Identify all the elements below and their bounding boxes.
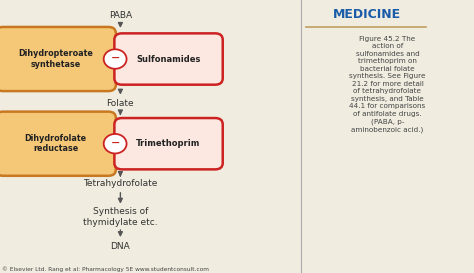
Text: PABA: PABA [109,11,132,20]
Text: © Elsevier Ltd. Rang et al: Pharmacology 5E www.studentconsult.com: © Elsevier Ltd. Rang et al: Pharmacology… [2,266,210,272]
Text: Folate: Folate [107,99,134,108]
FancyBboxPatch shape [0,27,116,91]
Text: DNA: DNA [110,242,130,251]
Text: Trimethoprim: Trimethoprim [137,139,201,148]
FancyBboxPatch shape [0,112,116,176]
FancyBboxPatch shape [114,118,223,169]
Circle shape [104,134,127,153]
Text: −: − [110,53,120,63]
FancyBboxPatch shape [114,33,223,85]
Text: Synthesis of
thymidylate etc.: Synthesis of thymidylate etc. [83,207,158,227]
Text: Dihydropteroate
synthetase: Dihydropteroate synthetase [18,49,93,69]
Circle shape [104,49,127,69]
Text: Dihydrofolate
reductase: Dihydrofolate reductase [25,134,87,153]
Text: MEDICINE: MEDICINE [333,8,401,21]
Text: Sulfonamides: Sulfonamides [137,55,201,64]
Text: −: − [110,137,120,147]
Text: Figure 45.2 The
action of
sulfonamides and
trimethoprim on
bacterial folate
synt: Figure 45.2 The action of sulfonamides a… [349,36,426,133]
Text: Tetrahydrofolate: Tetrahydrofolate [83,179,157,188]
